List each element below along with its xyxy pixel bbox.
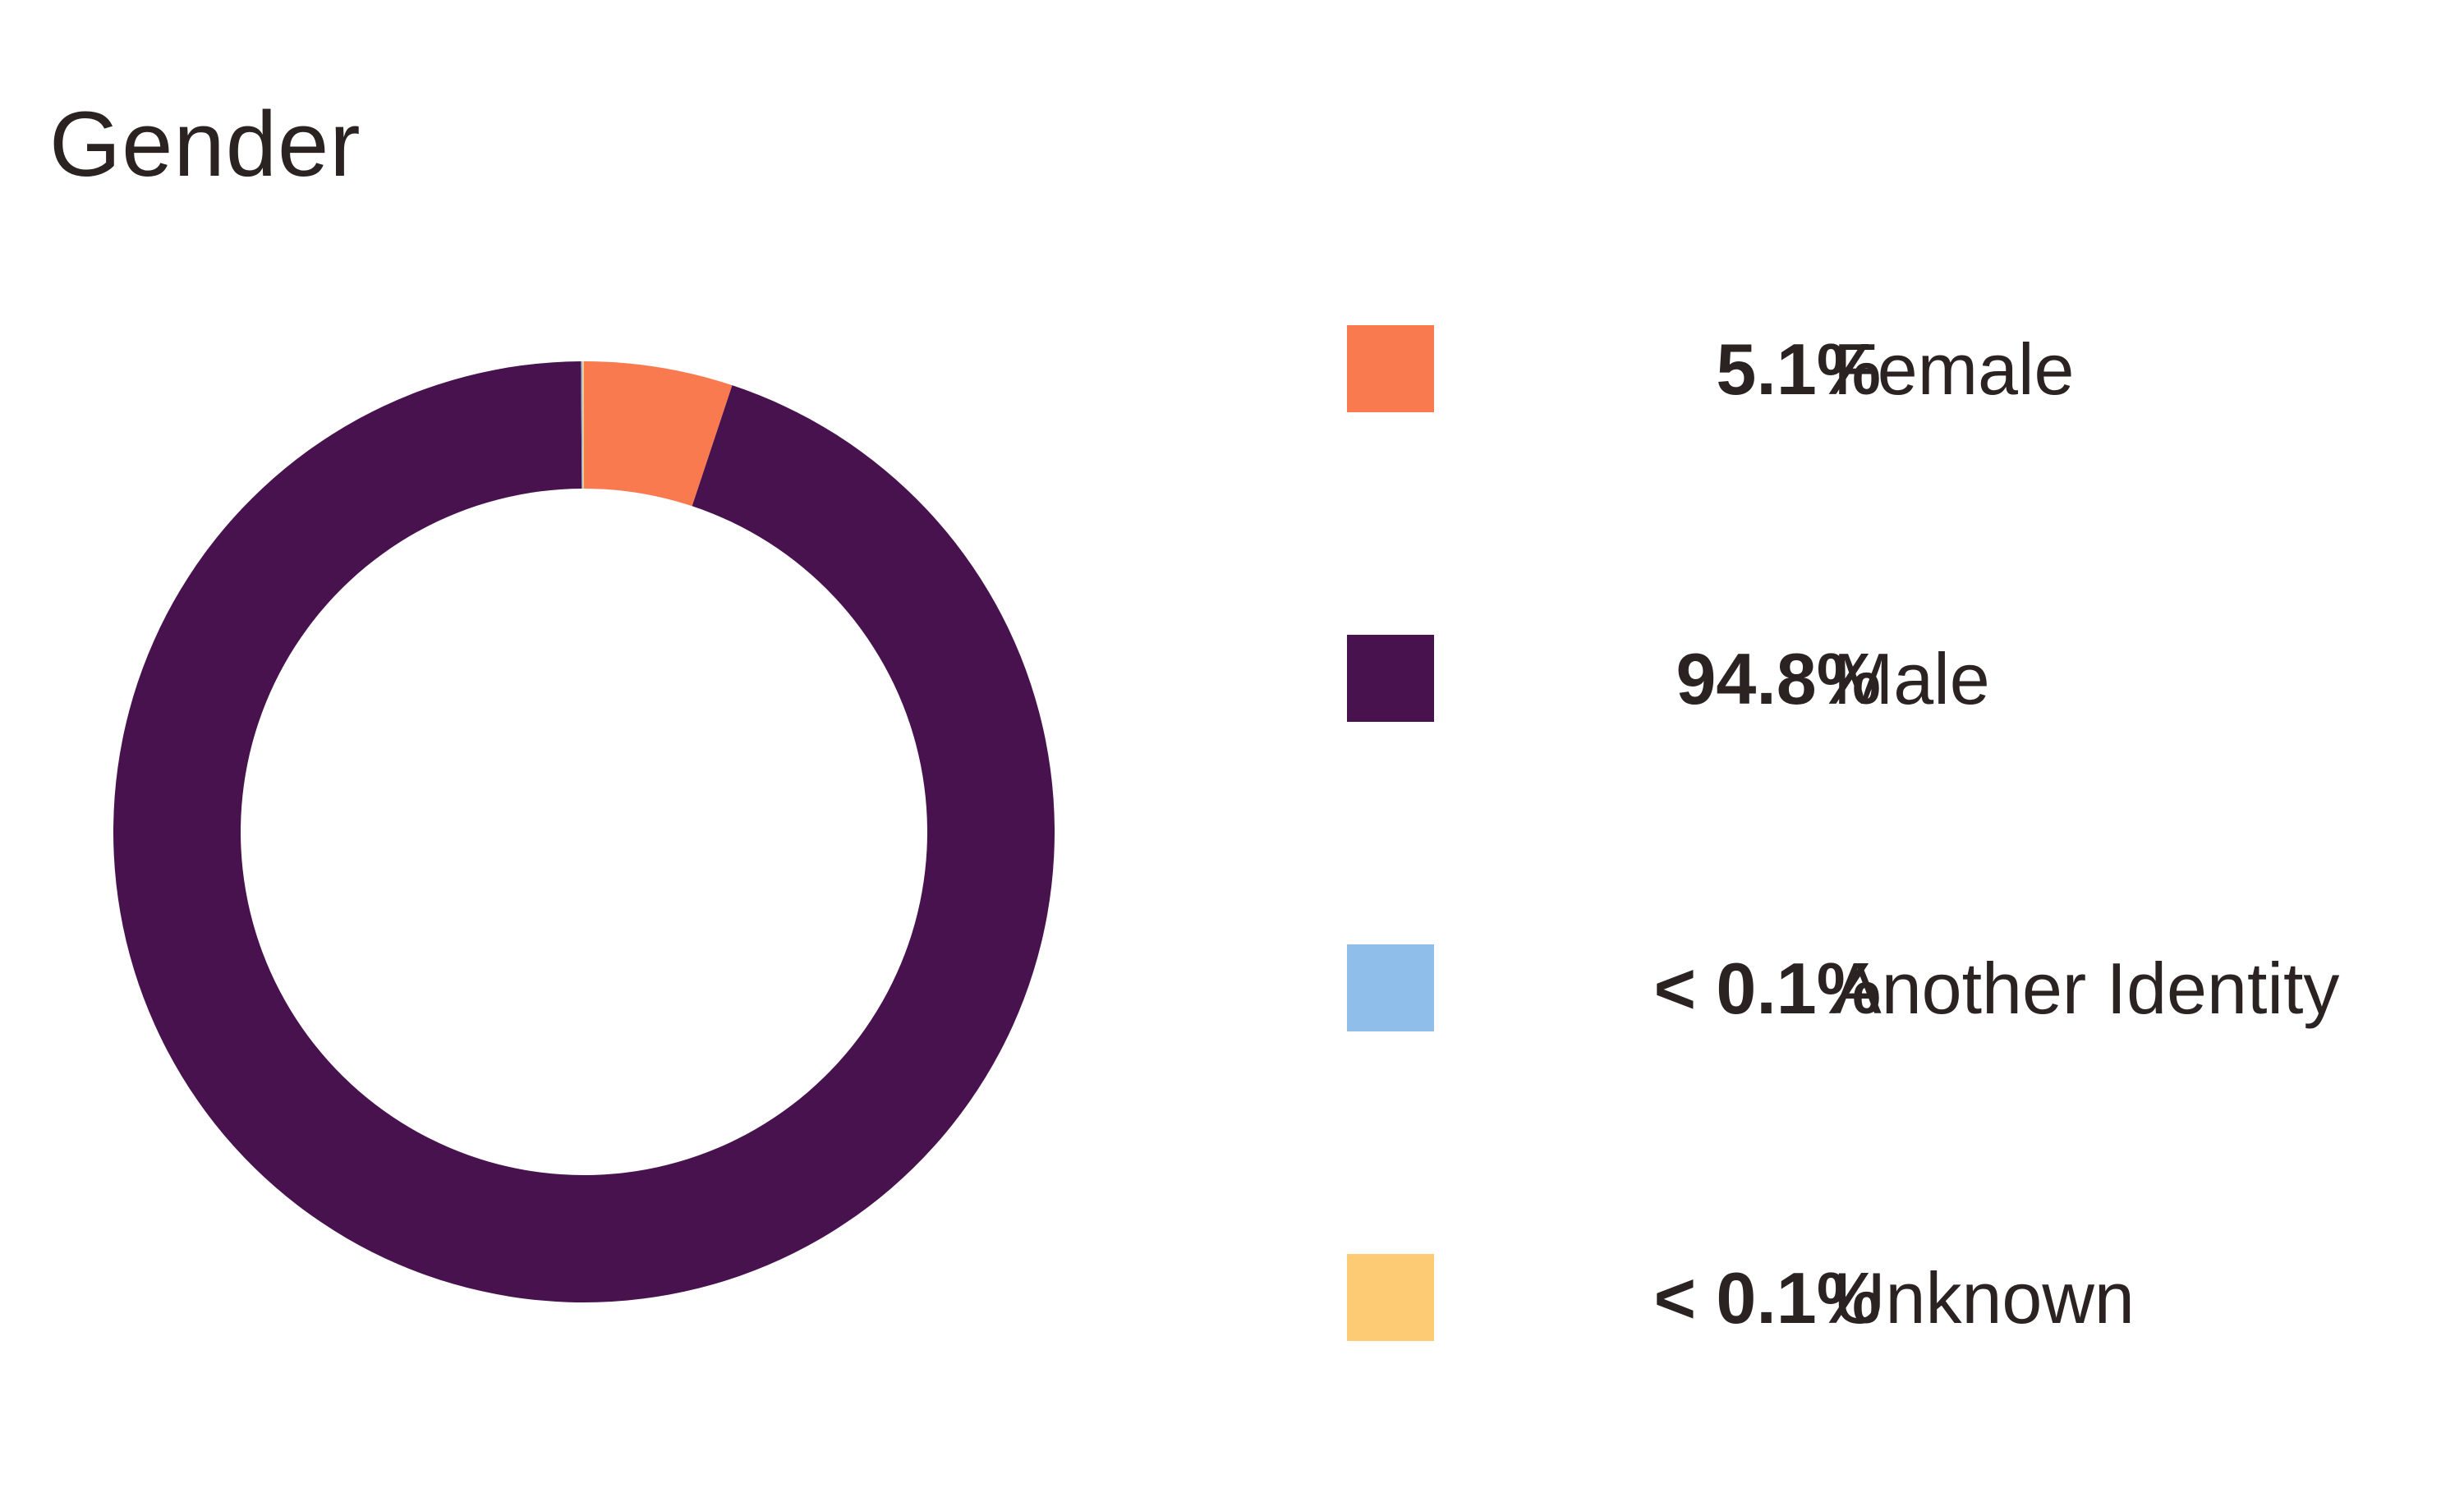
legend-swatch-female (1347, 325, 1434, 412)
legend-value-unknown: < 0.1% (1653, 1257, 1881, 1339)
legend-swatch-unknown (1347, 1254, 1434, 1341)
donut-slice-unknown (582, 361, 584, 489)
donut-slice-female (584, 361, 733, 507)
donut-slice-another-identity (581, 361, 583, 489)
legend-value-another-identity: < 0.1% (1653, 948, 1881, 1029)
legend-value-male: 94.8% (1676, 638, 1881, 719)
legend-swatch-another-identity (1347, 944, 1434, 1031)
legend-label-male: Male (1833, 638, 1990, 719)
legend-label-female: Female (1833, 328, 2075, 410)
legend-label-another-identity: Another Identity (1833, 948, 2340, 1029)
donut-slices (113, 361, 1055, 1303)
donut-chart (113, 361, 1055, 1303)
chart-title: Gender (49, 93, 361, 195)
legend-value-female: 5.1% (1716, 328, 1881, 410)
legend-label-unknown: Unknown (1833, 1257, 2135, 1339)
legend-swatch-male (1347, 635, 1434, 722)
